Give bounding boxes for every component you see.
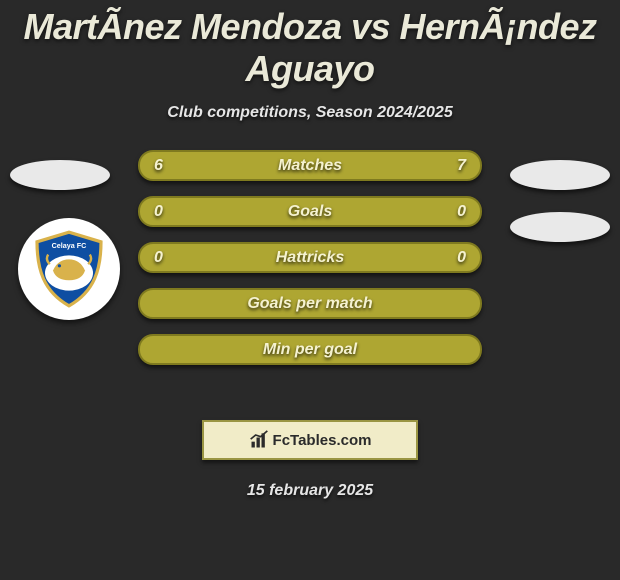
club-right-logo-placeholder [510, 212, 610, 242]
date: 15 february 2025 [0, 482, 620, 500]
stat-left-value: 0 [154, 249, 163, 267]
bar-chart-icon [249, 430, 269, 450]
stat-right-value: 0 [457, 249, 466, 267]
stat-label: Matches [278, 157, 342, 175]
stat-bar-goals-per-match: Goals per match [138, 288, 482, 319]
stat-label: Min per goal [263, 341, 357, 359]
stat-bar-matches: 6 Matches 7 [138, 150, 482, 181]
stat-label: Goals [288, 203, 332, 221]
celaya-fc-icon: Celaya FC [29, 229, 109, 309]
stat-bar-hattricks: 0 Hattricks 0 [138, 242, 482, 273]
stat-right-value: 7 [457, 157, 466, 175]
stat-right-value: 0 [457, 203, 466, 221]
stat-bar-goals: 0 Goals 0 [138, 196, 482, 227]
stat-bar-min-per-goal: Min per goal [138, 334, 482, 365]
club-left-logo: Celaya FC [18, 218, 120, 320]
comparison-block: Celaya FC 6 Matches 7 0 Goals 0 0 Hattri… [0, 150, 620, 400]
stat-label: Goals per match [247, 295, 372, 313]
player-right-avatar-placeholder [510, 160, 610, 190]
brand-badge[interactable]: FcTables.com [202, 420, 418, 460]
page-title: MartÃ­nez Mendoza vs HernÃ¡ndez Aguayo [0, 0, 620, 90]
player-left-avatar-placeholder [10, 160, 110, 190]
stat-left-value: 0 [154, 203, 163, 221]
stat-label: Hattricks [276, 249, 344, 267]
stat-left-value: 6 [154, 157, 163, 175]
subtitle: Club competitions, Season 2024/2025 [0, 104, 620, 122]
svg-text:Celaya FC: Celaya FC [52, 241, 87, 250]
brand-text: FcTables.com [273, 432, 372, 449]
stat-bars: 6 Matches 7 0 Goals 0 0 Hattricks 0 Goal… [138, 150, 482, 365]
